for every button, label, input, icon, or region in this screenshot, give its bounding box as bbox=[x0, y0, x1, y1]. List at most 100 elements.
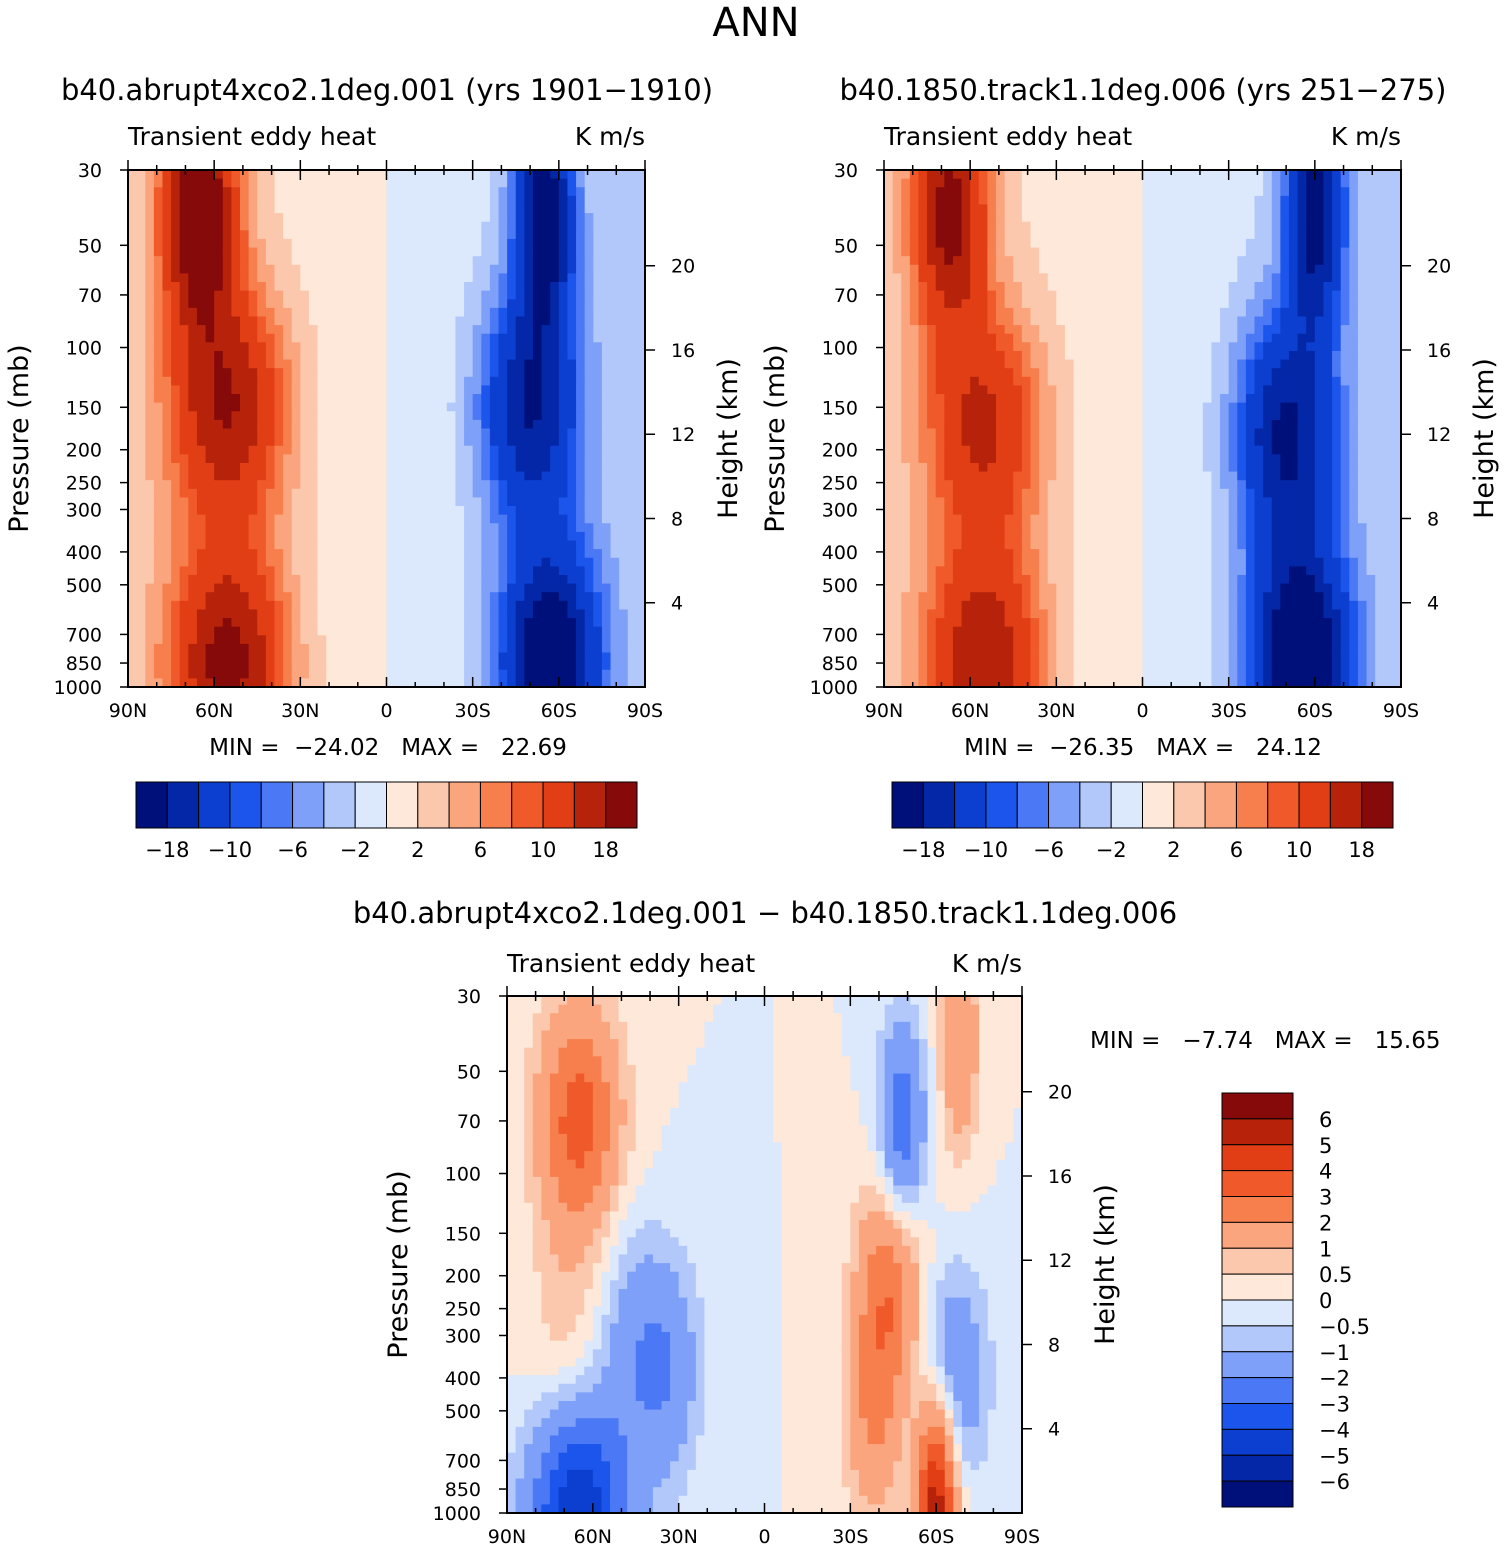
heat-cell bbox=[334, 618, 345, 628]
heat-cell bbox=[1064, 238, 1075, 249]
heat-cell bbox=[429, 531, 439, 542]
heat-cell bbox=[145, 592, 155, 602]
heat-cell bbox=[429, 368, 439, 378]
heat-cell bbox=[214, 419, 224, 430]
heat-cell bbox=[326, 221, 336, 231]
heat-cell bbox=[283, 574, 293, 585]
heat-cell bbox=[627, 368, 637, 378]
heat-cell bbox=[429, 187, 439, 197]
heat-cell bbox=[1254, 213, 1264, 223]
heat-cell bbox=[438, 428, 448, 438]
heat-cell bbox=[403, 626, 413, 636]
heat-cell bbox=[1030, 256, 1040, 266]
heat-cell bbox=[128, 299, 138, 309]
heat-cell bbox=[550, 574, 560, 585]
heat-cell bbox=[1064, 170, 1075, 180]
heat-cell bbox=[196, 170, 207, 180]
heat-cell bbox=[1030, 170, 1040, 180]
heat-cell bbox=[317, 282, 327, 292]
heat-cell bbox=[909, 213, 920, 223]
heat-cell bbox=[1030, 316, 1040, 326]
heat-cell bbox=[283, 213, 293, 223]
heat-cell bbox=[515, 592, 525, 602]
heat-cell bbox=[317, 506, 327, 516]
heat-cell bbox=[892, 247, 902, 257]
heat-cell bbox=[179, 213, 189, 223]
heat-cell bbox=[1383, 204, 1393, 214]
heat-cell bbox=[550, 307, 560, 318]
heat-cell bbox=[360, 618, 370, 628]
heat-cell bbox=[584, 428, 594, 438]
heat-cell bbox=[1314, 195, 1325, 206]
heat-cell bbox=[455, 471, 465, 481]
heat-cell bbox=[188, 531, 198, 542]
heat-cell bbox=[619, 514, 629, 524]
heat-cell bbox=[386, 626, 396, 636]
heat-cell bbox=[619, 316, 629, 326]
heat-cell bbox=[369, 635, 379, 645]
heat-cell bbox=[326, 497, 336, 507]
heat-cell bbox=[944, 221, 954, 231]
y2-tick-label: 20 bbox=[671, 256, 695, 278]
heat-cell bbox=[1021, 256, 1032, 266]
heat-cell bbox=[1168, 195, 1178, 206]
heat-cell bbox=[265, 195, 276, 206]
heat-cell bbox=[429, 618, 439, 628]
heat-cell bbox=[188, 411, 198, 421]
heat-cell bbox=[558, 480, 569, 490]
heat-cell bbox=[610, 419, 620, 430]
heat-cell bbox=[481, 652, 491, 662]
heat-cell bbox=[352, 592, 362, 602]
heat-cell bbox=[619, 256, 629, 266]
heat-cell bbox=[524, 178, 534, 188]
heat-cell bbox=[179, 419, 189, 430]
heat-cell bbox=[205, 290, 215, 300]
heat-cell bbox=[136, 514, 146, 524]
heat-cell bbox=[927, 307, 937, 318]
heat-cell bbox=[153, 230, 164, 240]
heat-cell bbox=[455, 307, 465, 318]
heat-cell bbox=[162, 506, 172, 516]
heat-cell bbox=[403, 402, 413, 412]
heat-cell bbox=[1039, 213, 1049, 223]
heat-cell bbox=[386, 497, 396, 507]
heat-cell bbox=[1288, 221, 1299, 231]
heat-cell bbox=[550, 592, 560, 602]
heat-cell bbox=[291, 635, 301, 645]
heat-cell bbox=[1245, 195, 1256, 206]
heat-cell bbox=[1297, 213, 1307, 223]
heat-cell bbox=[961, 299, 971, 309]
heat-cell bbox=[927, 213, 937, 223]
heat-cell bbox=[265, 264, 276, 274]
heat-cell bbox=[593, 299, 603, 309]
heat-cell bbox=[153, 557, 164, 567]
heat-cell bbox=[334, 247, 345, 257]
heat-cell bbox=[214, 531, 224, 542]
heat-cell bbox=[377, 359, 388, 369]
colorbar-box bbox=[448, 781, 481, 829]
heat-cell bbox=[619, 178, 629, 188]
heat-cell bbox=[214, 669, 224, 679]
heat-cell bbox=[1220, 325, 1230, 335]
heat-cell bbox=[619, 411, 629, 421]
heat-cell bbox=[601, 256, 612, 266]
heat-cell bbox=[1271, 204, 1281, 214]
heat-cell bbox=[1392, 230, 1402, 240]
heat-cell bbox=[334, 256, 345, 266]
heat-cell bbox=[145, 574, 155, 585]
heat-cell bbox=[627, 471, 637, 481]
heat-cell bbox=[1228, 178, 1238, 188]
heat-cell bbox=[386, 350, 396, 361]
heat-cell bbox=[153, 385, 164, 395]
heat-cell bbox=[403, 411, 413, 421]
heat-cell bbox=[610, 643, 620, 654]
heat-cell bbox=[1194, 238, 1204, 249]
heat-cell bbox=[636, 583, 646, 593]
heat-cell bbox=[205, 359, 215, 369]
heat-cell bbox=[438, 419, 448, 430]
heat-cell bbox=[248, 299, 258, 309]
heat-cell bbox=[584, 669, 594, 679]
heat-cell bbox=[214, 316, 224, 326]
heat-cell bbox=[952, 282, 963, 292]
heat-cell bbox=[395, 299, 405, 309]
